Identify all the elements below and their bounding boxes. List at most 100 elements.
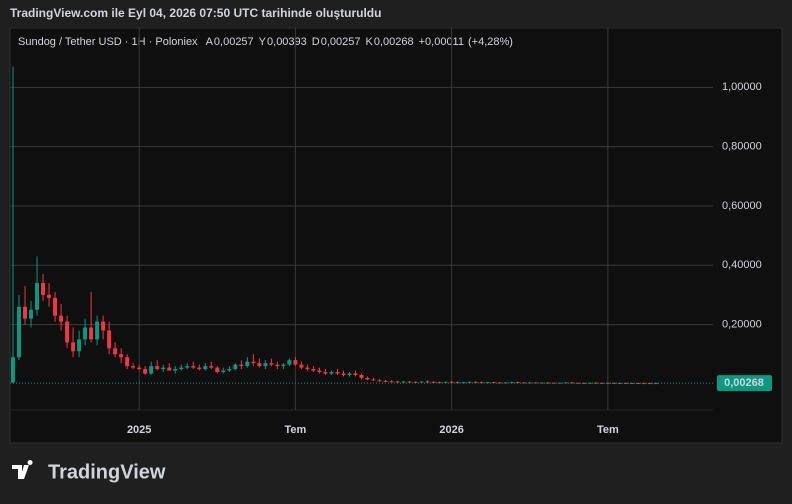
legend-change: +0,00011 <box>419 36 464 48</box>
candle-body <box>377 380 382 382</box>
legend-key: K <box>366 36 374 48</box>
candle-body <box>263 363 268 367</box>
candle-body <box>197 367 202 370</box>
candle-body <box>443 381 448 383</box>
legend-key: A <box>206 36 214 48</box>
candle-body <box>383 380 388 382</box>
candle-body <box>245 361 250 367</box>
candle-body <box>53 297 58 316</box>
candle-body <box>341 373 346 376</box>
y-tick-label: 0,80000 <box>722 141 762 153</box>
candle-body <box>287 360 292 365</box>
candle-body <box>155 366 160 370</box>
symbol: Sundog / Tether USD · 1H · Poloniex <box>18 36 198 48</box>
candle-body <box>467 381 472 383</box>
candle-body <box>77 339 82 352</box>
candle-body <box>107 330 112 349</box>
x-tick-label: 2025 <box>127 424 151 436</box>
candle-body <box>119 354 124 358</box>
candle-body <box>89 327 94 340</box>
y-tick-label: 0,20000 <box>722 318 762 330</box>
header: TradingView.com ile Eyl 04, 2026 07:50 U… <box>10 6 381 20</box>
chart-panel <box>9 27 783 444</box>
x-tick-label: 2026 <box>439 424 463 436</box>
legend: Sundog / Tether USD · 1H · Poloniex A 0,0… <box>18 36 513 48</box>
y-tick-label: 0,40000 <box>722 259 762 271</box>
x-tick-label: Tem <box>284 424 306 436</box>
candle-body <box>239 364 244 367</box>
logo-icon <box>12 460 33 479</box>
candle-body <box>425 381 430 383</box>
candle-body <box>113 348 118 355</box>
candle-body <box>95 321 100 340</box>
candle-body <box>71 342 76 352</box>
candle-body <box>395 381 400 383</box>
candle-body <box>281 364 286 367</box>
candle-body <box>365 377 370 380</box>
candle-body <box>419 381 424 383</box>
candle-body <box>215 367 220 373</box>
candle-body <box>329 372 334 374</box>
candle-body <box>83 327 88 340</box>
y-tick-label: 0,60000 <box>722 200 762 212</box>
candle-body <box>17 306 22 358</box>
candle-body <box>29 309 34 319</box>
candle-body <box>371 379 376 381</box>
candle-body <box>449 381 454 383</box>
candle-body <box>431 381 436 383</box>
candle-body <box>359 375 364 378</box>
candle-body <box>191 366 196 368</box>
candle-body <box>65 321 70 343</box>
candle-body <box>413 381 418 383</box>
legend-key: D <box>312 36 320 48</box>
candle-body <box>275 364 280 367</box>
candle-body <box>335 372 340 374</box>
candle-body <box>227 369 232 371</box>
candle-body <box>353 373 358 376</box>
candle-body <box>203 366 208 370</box>
legend-value: 0,00257 <box>321 36 361 48</box>
candle-body <box>179 367 184 370</box>
y-tick-label: 1,00000 <box>722 81 762 93</box>
candle-body <box>233 364 238 370</box>
candle-body <box>149 366 154 374</box>
legend-value: 0,00393 <box>267 36 307 48</box>
candle-body <box>131 366 136 368</box>
candle-body <box>299 364 304 368</box>
candle-body <box>323 372 328 374</box>
candle-body <box>257 363 262 367</box>
legend-key: Y <box>259 36 267 48</box>
candle-body <box>11 357 16 383</box>
last-price-badge <box>717 375 772 392</box>
candle-body <box>389 381 394 383</box>
candle-body <box>473 381 478 383</box>
candle-body <box>35 283 40 310</box>
candle-body <box>185 366 190 368</box>
logo: TradingView <box>12 460 166 483</box>
legend-value: 0,00268 <box>374 36 414 48</box>
candle-body <box>305 367 310 370</box>
candle-body <box>317 370 322 373</box>
candle-body <box>59 315 64 322</box>
candle-body <box>269 363 274 365</box>
candle-body <box>401 381 406 383</box>
legend-change-pct: (+4,28%) <box>468 36 513 48</box>
candle-body <box>209 366 214 368</box>
candle-body <box>41 283 46 295</box>
candle-body <box>161 367 166 370</box>
candle-body <box>143 369 148 374</box>
candle-body <box>347 373 352 376</box>
candle-body <box>173 369 178 371</box>
legend-value: 0,00257 <box>214 36 254 48</box>
last-price-label: 0,00268 <box>724 377 764 389</box>
candle-body <box>407 381 412 383</box>
candle-body <box>293 360 298 365</box>
candle-body <box>251 361 256 364</box>
candle-body <box>167 367 172 371</box>
candle-body <box>125 357 130 367</box>
candle-body <box>221 370 226 373</box>
candle-body <box>137 367 142 370</box>
x-tick-label: Tem <box>597 424 619 436</box>
candle-body <box>47 294 52 298</box>
